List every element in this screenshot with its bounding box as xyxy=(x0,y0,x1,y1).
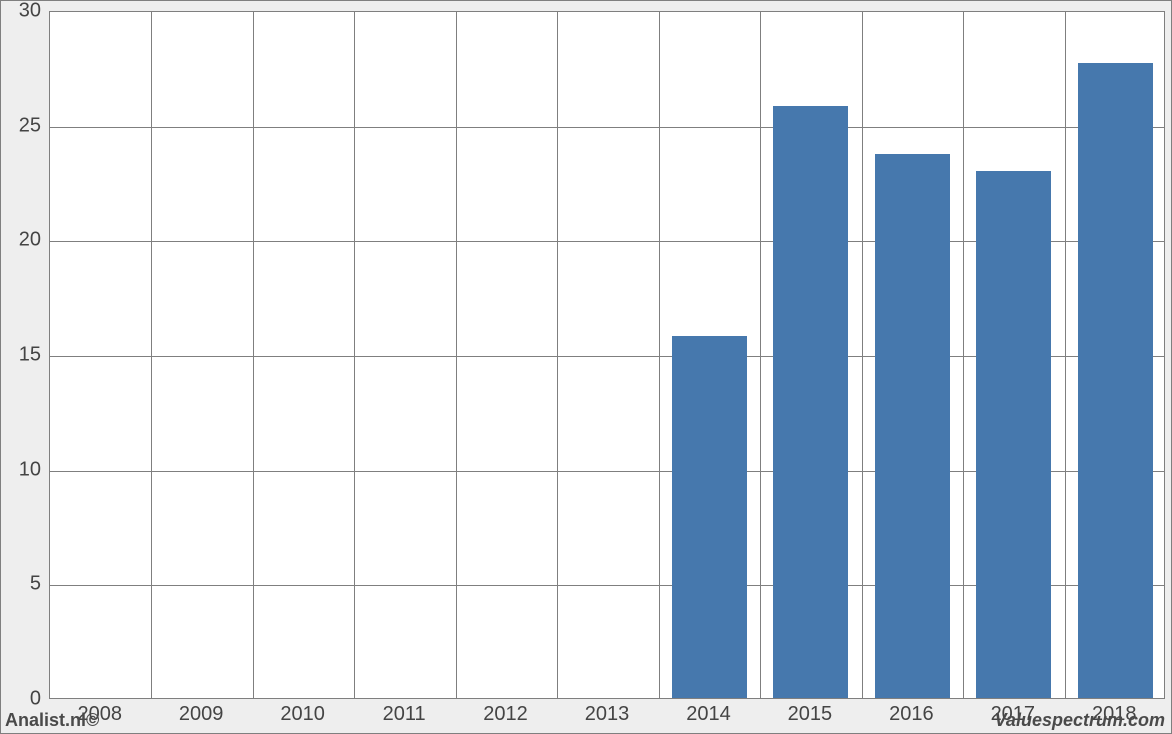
gridline-vertical xyxy=(456,12,457,698)
gridline-vertical xyxy=(963,12,964,698)
y-tick-label: 25 xyxy=(1,114,41,137)
x-tick-label: 2011 xyxy=(383,703,426,726)
y-tick-label: 5 xyxy=(1,573,41,596)
gridline-vertical xyxy=(760,12,761,698)
bar xyxy=(773,106,848,698)
gridline-horizontal xyxy=(50,127,1164,128)
x-tick-label: 2014 xyxy=(686,703,731,726)
gridline-vertical xyxy=(659,12,660,698)
chart-container: 051015202530 200820092010201120122013201… xyxy=(0,0,1172,734)
x-tick-label: 2010 xyxy=(280,703,325,726)
y-tick-label: 15 xyxy=(1,344,41,367)
gridline-vertical xyxy=(354,12,355,698)
gridline-vertical xyxy=(862,12,863,698)
gridline-vertical xyxy=(151,12,152,698)
bar xyxy=(672,336,747,698)
x-tick-label: 2012 xyxy=(483,703,528,726)
y-tick-label: 10 xyxy=(1,458,41,481)
y-tick-label: 0 xyxy=(1,688,41,711)
gridline-vertical xyxy=(1065,12,1066,698)
plot-area xyxy=(49,11,1165,699)
x-tick-label: 2013 xyxy=(585,703,630,726)
x-tick-label: 2009 xyxy=(179,703,224,726)
bar xyxy=(976,171,1051,698)
bar xyxy=(1078,63,1153,698)
bar xyxy=(875,154,950,698)
gridline-vertical xyxy=(557,12,558,698)
gridline-vertical xyxy=(253,12,254,698)
y-tick-label: 20 xyxy=(1,229,41,252)
credit-left: Analist.nl© xyxy=(5,710,99,731)
x-tick-label: 2015 xyxy=(788,703,833,726)
y-tick-label: 30 xyxy=(1,0,41,23)
credit-right: Valuespectrum.com xyxy=(995,710,1165,731)
x-tick-label: 2016 xyxy=(889,703,934,726)
